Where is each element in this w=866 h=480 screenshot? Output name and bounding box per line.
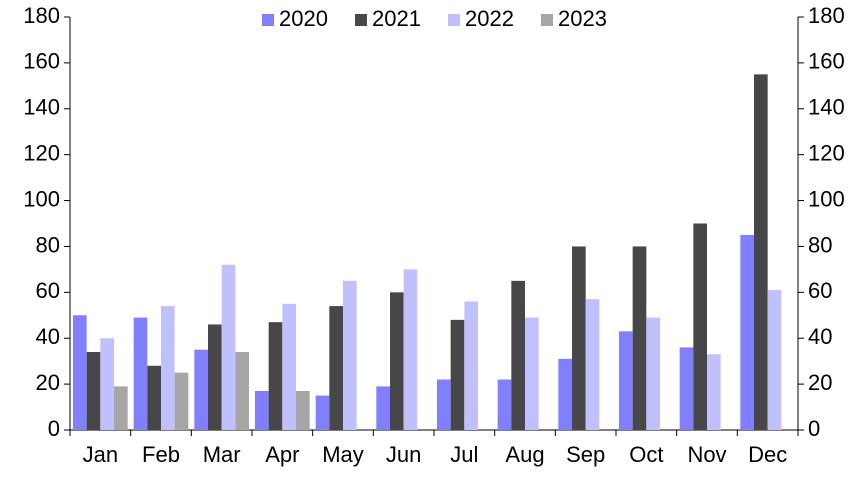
y2-tick-label: 100 [808,186,845,211]
bar [208,324,222,430]
x-tick-label: Nov [687,442,726,467]
bar [754,74,768,430]
bar [255,390,269,430]
bar [133,317,148,430]
y-tick-label: 180 [23,3,60,28]
bar [437,379,451,430]
y-tick-label: 20 [36,370,60,395]
bar [114,386,128,430]
legend-label: 2023 [558,6,607,31]
y-tick-label: 0 [48,416,60,441]
x-tick-label: Aug [505,442,544,467]
y2-tick-label: 160 [808,49,845,74]
legend-swatch [355,14,367,26]
bar [343,280,357,430]
bar [329,306,343,430]
bar [450,319,465,430]
x-tick-label: Apr [265,442,299,467]
y-tick-label: 80 [36,232,60,257]
y-tick-label: 120 [23,140,60,165]
bar [282,303,296,430]
x-tick-label: May [322,442,364,467]
bar [767,290,782,430]
bar [194,349,208,430]
x-tick-label: Jul [450,442,478,467]
y2-tick-label: 0 [808,416,820,441]
legend-label: 2022 [465,6,514,31]
x-tick-label: Oct [629,442,663,467]
bar [693,223,707,430]
legend-swatch [262,14,274,26]
y-tick-label: 100 [23,186,60,211]
bar [707,354,721,430]
y-tick-label: 160 [23,49,60,74]
y2-tick-label: 20 [808,370,832,395]
legend-swatch [448,14,460,26]
y-tick-label: 60 [36,278,60,303]
y2-tick-label: 140 [808,95,845,120]
bar [376,386,390,430]
bar [147,365,161,430]
bar [221,264,236,430]
bar [525,317,539,430]
bar [646,317,660,430]
bar [315,395,330,430]
bar [632,246,647,430]
y-tick-label: 40 [36,324,60,349]
bar [464,301,478,430]
legend-label: 2020 [279,6,328,31]
x-tick-label: Jun [386,442,421,467]
y2-tick-label: 80 [808,232,832,257]
bar [268,322,283,430]
bar [86,351,101,430]
bar [497,379,512,430]
y2-tick-label: 60 [808,278,832,303]
bar [572,246,586,430]
y2-tick-label: 120 [808,140,845,165]
bar [740,234,754,430]
x-tick-label: Jan [83,442,118,467]
bar [558,358,572,430]
x-tick-label: Mar [203,442,241,467]
bar [73,315,87,430]
bar [235,351,249,430]
bar [390,292,404,430]
y2-tick-label: 180 [808,3,845,28]
bar [161,306,175,430]
bar [296,390,310,430]
bar [585,299,600,430]
bar [511,280,525,430]
bar [679,347,694,430]
bar [100,338,114,430]
bar [174,372,189,430]
y2-tick-label: 40 [808,324,832,349]
bar [403,269,418,430]
y-tick-label: 140 [23,95,60,120]
x-tick-label: Dec [748,442,787,467]
bar [619,331,633,430]
x-tick-label: Feb [142,442,180,467]
legend-swatch [541,14,553,26]
x-tick-label: Sep [566,442,605,467]
legend-label: 2021 [372,6,421,31]
